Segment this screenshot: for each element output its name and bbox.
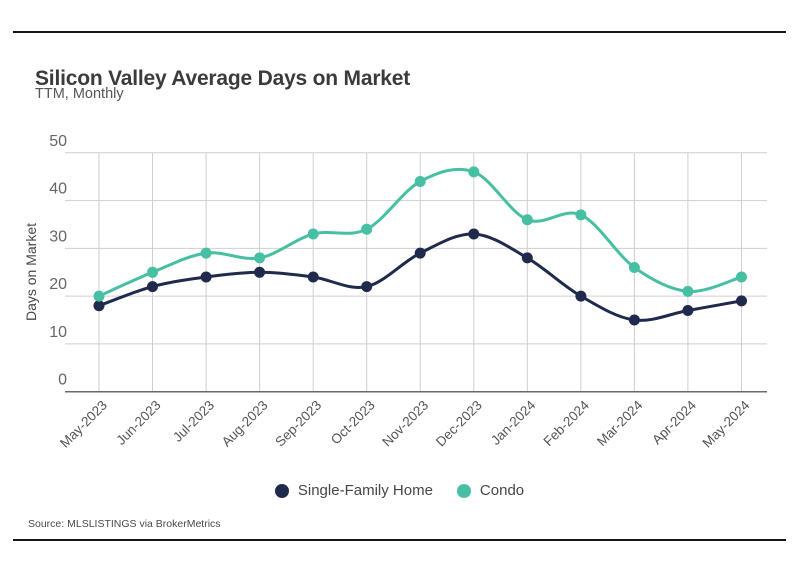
chart-subtitle: TTM, Monthly	[35, 86, 124, 102]
data-point-condo-sep-2023	[307, 228, 319, 240]
data-point-condo-dec-2023	[468, 166, 480, 178]
data-point-single-family-home-aug-2023	[254, 266, 266, 278]
y-tick-label-20: 20	[49, 276, 67, 293]
x-tick-label-nov-2023: Nov-2023	[379, 398, 431, 450]
line-chart-plot-area: 0 10 20 30 40 50 May-2023 Jun-2023 Jul-2023 Aug-2…	[49, 133, 767, 451]
source-note: Source: MLSLISTINGS via BrokerMetrics	[28, 518, 221, 530]
data-point-condo-jul-2023	[200, 247, 212, 259]
data-point-single-family-home-sep-2023	[307, 271, 319, 283]
condo-marker-icon	[456, 483, 471, 498]
legend-item-condo: Condo	[456, 482, 525, 499]
data-point-single-family-home-jun-2023	[147, 281, 158, 293]
data-point-condo-may-2024	[736, 271, 747, 283]
legend-label-condo: Condo	[479, 482, 525, 499]
data-point-condo-aug-2023	[254, 252, 266, 264]
x-tick-label-oct-2023: Oct-2023	[328, 398, 378, 448]
x-tick-label-jan-2024: Jan-2024	[488, 397, 539, 448]
chart-title: Silicon Valley Average Days on Market	[35, 67, 411, 91]
data-point-condo-jan-2024	[521, 214, 533, 226]
y-tick-label-50: 50	[49, 133, 67, 150]
data-point-condo-apr-2024	[682, 285, 694, 297]
data-point-condo-nov-2023	[414, 176, 426, 187]
data-point-condo-oct-2023	[361, 223, 373, 235]
y-tick-label-40: 40	[49, 181, 67, 198]
single-family-home-marker-icon	[274, 483, 289, 498]
x-tick-label-apr-2024: Apr-2024	[649, 397, 699, 447]
data-point-single-family-home-jan-2024	[521, 252, 533, 264]
x-tick-label-jul-2023: Jul-2023	[170, 398, 217, 445]
data-point-single-family-home-oct-2023	[361, 281, 373, 293]
y-tick-label-10: 10	[49, 324, 67, 341]
x-tick-label-feb-2024: Feb-2024	[541, 397, 593, 449]
data-point-single-family-home-may-2024	[736, 295, 747, 307]
legend-label-single-family-home: Single-Family Home	[297, 482, 433, 499]
x-tick-label-sep-2023: Sep-2023	[272, 398, 324, 450]
data-point-condo-feb-2024	[575, 209, 587, 221]
x-tick-label-aug-2023: Aug-2023	[219, 398, 271, 450]
data-point-single-family-home-feb-2024	[575, 290, 587, 302]
data-point-single-family-home-may-2023	[93, 300, 105, 312]
data-point-single-family-home-mar-2024	[628, 314, 640, 326]
data-point-single-family-home-dec-2023	[468, 228, 480, 240]
legend: Single-Family Home Condo	[0, 482, 799, 499]
x-tick-label-dec-2023: Dec-2023	[433, 398, 485, 450]
data-point-condo-mar-2024	[628, 262, 640, 273]
x-tick-label-may-2024: May-2024	[700, 397, 753, 450]
legend-item-single-family-home: Single-Family Home	[274, 482, 433, 499]
data-point-condo-may-2023	[93, 290, 105, 302]
data-point-single-family-home-apr-2024	[682, 305, 694, 316]
x-tick-label-mar-2024: Mar-2024	[594, 397, 646, 449]
y-tick-label-30: 30	[49, 228, 67, 245]
x-tick-label-may-2023: May-2023	[57, 398, 110, 451]
data-point-single-family-home-nov-2023	[414, 247, 426, 259]
card-top-border	[13, 31, 786, 33]
data-point-single-family-home-jul-2023	[200, 271, 212, 283]
y-tick-label-0: 0	[58, 372, 67, 389]
card-bottom-border	[13, 539, 786, 541]
data-point-condo-jun-2023	[147, 266, 158, 278]
x-tick-label-jun-2023: Jun-2023	[113, 398, 163, 448]
